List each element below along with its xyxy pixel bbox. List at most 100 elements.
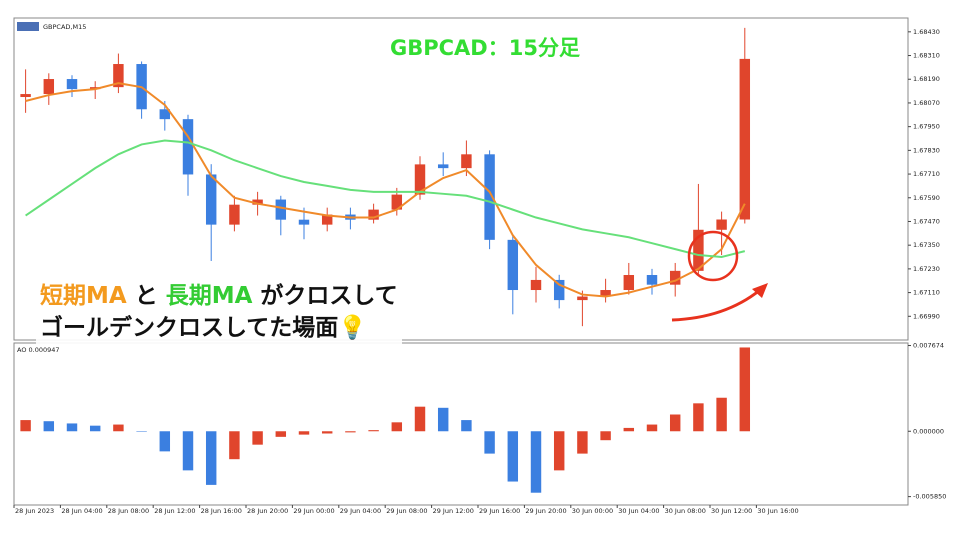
ao-bar	[646, 424, 658, 432]
x-tick-label: 29 Jun 04:00	[340, 507, 381, 515]
annotation-text: と	[126, 283, 166, 309]
ao-bar	[577, 431, 588, 454]
candle-body	[716, 219, 727, 230]
long-ma-label: 長期MA	[165, 283, 253, 309]
symbol-label: GBPCAD,M15	[43, 23, 86, 31]
y-tick-label: 1.68430	[913, 28, 940, 36]
x-tick-label: 29 Jun 00:00	[293, 507, 334, 515]
ao-bar	[89, 425, 101, 432]
x-tick-label: 28 Jun 12:00	[154, 507, 195, 515]
candle-body	[484, 154, 495, 240]
y-tick-label: 1.68310	[913, 52, 940, 60]
ao-bar	[507, 431, 519, 482]
x-tick-label: 28 Jun 04:00	[61, 507, 102, 515]
y-tick-label: 1.67350	[913, 241, 940, 249]
ao-bar	[739, 347, 751, 432]
short-ma-label: 短期MA	[40, 283, 127, 309]
candle-body	[669, 270, 681, 285]
ao-bar	[43, 421, 55, 432]
y-tick-label: 1.68070	[913, 99, 940, 107]
candle-body	[113, 64, 124, 88]
candle-body	[391, 194, 403, 210]
ao-bar	[716, 397, 727, 432]
candle-body	[182, 119, 194, 175]
candle-body	[321, 214, 333, 225]
y2-tick-label: 0.000000	[913, 427, 944, 435]
candle-body	[252, 199, 263, 205]
candle-body	[229, 204, 240, 225]
x-tick-label: 28 Jun 16:00	[201, 507, 242, 515]
y-tick-label: 1.67470	[913, 217, 940, 225]
candle-body	[205, 174, 217, 225]
ao-bar	[530, 431, 542, 493]
ao-bar	[205, 431, 217, 485]
ao-bar	[391, 422, 403, 432]
ao-bar	[321, 431, 333, 434]
ao-bar	[600, 431, 611, 441]
x-tick-label: 29 Jun 20:00	[525, 507, 566, 515]
ao-panel	[13, 342, 909, 506]
ao-bar	[136, 431, 147, 432]
candle-body	[461, 154, 472, 169]
candle-body	[275, 199, 287, 220]
x-tick-label: 30 Jun 12:00	[711, 507, 752, 515]
ao-bar	[623, 427, 635, 432]
ao-bar	[252, 431, 263, 445]
ao-bar	[66, 423, 78, 432]
ao-bar	[345, 431, 356, 433]
x-tick-label: 29 Jun 16:00	[479, 507, 520, 515]
ao-bar	[669, 414, 681, 432]
candle-body	[20, 94, 31, 98]
candle-body	[646, 275, 658, 285]
x-tick-label: 30 Jun 00:00	[572, 507, 613, 515]
ao-bar	[368, 430, 379, 432]
candle-body	[600, 290, 611, 297]
arrow	[671, 288, 761, 322]
chart-title: GBPCAD：15分足	[390, 36, 580, 60]
ao-bar	[159, 431, 171, 452]
y-tick-label: 1.67110	[913, 289, 940, 297]
y-tick-label: 1.67230	[913, 265, 940, 273]
arrow-head	[752, 283, 768, 298]
candle-body	[437, 164, 449, 169]
candle-body	[739, 58, 751, 220]
candle-body	[507, 239, 519, 291]
candle-body	[693, 229, 704, 271]
ao-bar	[298, 431, 310, 435]
y-tick-label: 1.67710	[913, 170, 940, 178]
ao-label: AO 0.000947	[17, 346, 60, 354]
y-tick-label: 1.67590	[913, 194, 940, 202]
ao-bar	[553, 431, 565, 471]
y-tick-label: 1.67950	[913, 123, 940, 131]
candle-body	[159, 109, 171, 120]
x-tick-label: 28 Jun 20:00	[247, 507, 288, 515]
candle-body	[577, 296, 588, 301]
moving-average	[25, 82, 746, 298]
ao-bar	[113, 424, 124, 432]
ao-bar	[693, 403, 704, 432]
ao-bar	[484, 431, 495, 454]
candle-body	[43, 79, 55, 95]
y-tick-label: 1.67830	[913, 146, 940, 154]
x-tick-label: 30 Jun 16:00	[757, 507, 798, 515]
candle-body	[623, 275, 635, 291]
x-tick-label: 30 Jun 08:00	[665, 507, 706, 515]
highlight-circle	[687, 230, 739, 282]
y-tick-label: 1.68190	[913, 75, 940, 83]
ao-bar	[20, 420, 31, 432]
x-tick-label: 30 Jun 04:00	[618, 507, 659, 515]
y2-tick-label: -0.005850	[913, 493, 946, 501]
candle-body	[368, 209, 379, 220]
symbol-icon	[17, 22, 39, 31]
x-tick-label: 28 Jun 2023	[15, 507, 54, 515]
x-tick-label: 29 Jun 12:00	[433, 507, 474, 515]
ao-bar	[414, 406, 426, 432]
candle-body	[414, 164, 426, 195]
annotation-text: がクロスして	[252, 283, 398, 309]
x-tick-label: 28 Jun 08:00	[108, 507, 149, 515]
ao-bar	[229, 431, 240, 460]
x-tick-label: 29 Jun 08:00	[386, 507, 427, 515]
ao-bar	[182, 431, 194, 471]
